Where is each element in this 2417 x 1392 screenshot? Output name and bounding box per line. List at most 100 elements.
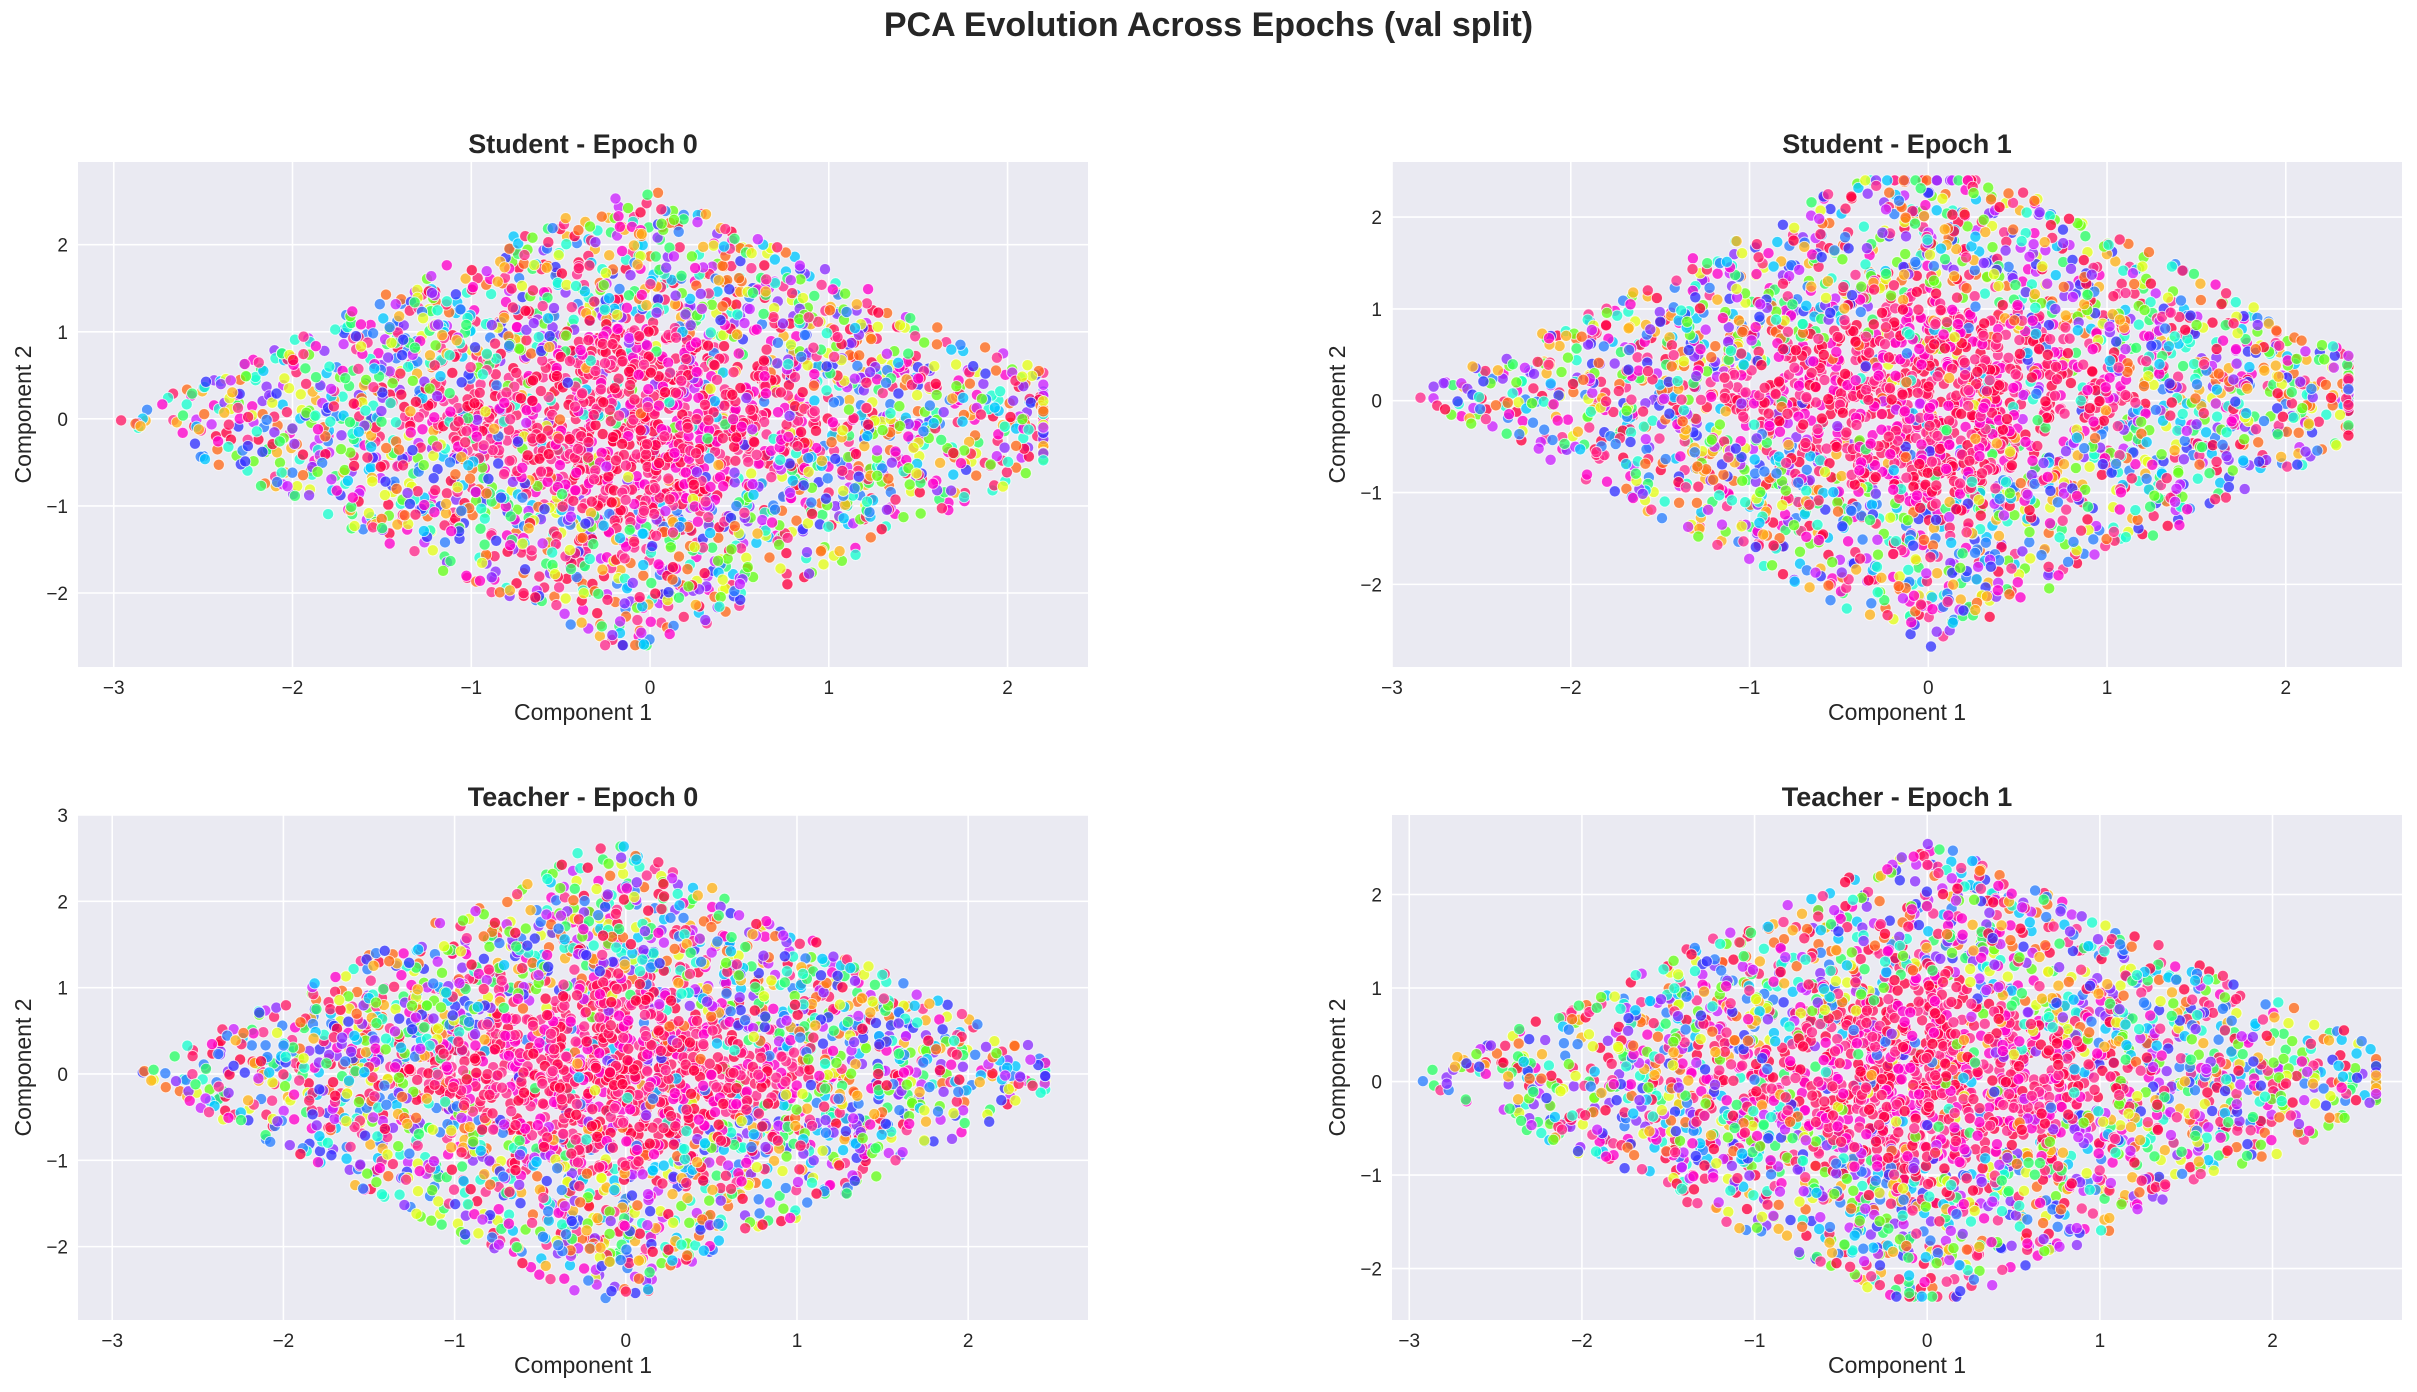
- scatter-point: [822, 520, 835, 533]
- scatter-point: [889, 445, 902, 458]
- scatter-point: [633, 330, 646, 343]
- scatter-point: [694, 287, 707, 300]
- scatter-point: [776, 317, 790, 330]
- scatter-point: [576, 387, 589, 400]
- scatter-point: [450, 334, 463, 347]
- scatter-point: [366, 475, 379, 488]
- scatter-point: [836, 464, 849, 477]
- scatter-point: [860, 401, 873, 415]
- scatter-point: [880, 503, 893, 516]
- scatter-point: [2056, 223, 2070, 236]
- scatter-point: [365, 440, 378, 453]
- scatter-point: [517, 587, 530, 600]
- scatter-point: [837, 484, 850, 497]
- scatter-point: [716, 432, 729, 445]
- scatter-point: [1800, 391, 1813, 404]
- scatter-point: [727, 413, 740, 426]
- scatter-point: [587, 408, 600, 422]
- scatter-point: [635, 227, 648, 241]
- scatter-point: [963, 377, 976, 390]
- scatter-point: [459, 272, 472, 285]
- scatter-point: [416, 423, 429, 436]
- scatter-point: [826, 283, 839, 296]
- scatter-point: [800, 546, 814, 559]
- scatter-point: [334, 443, 348, 456]
- scatter-point: [577, 587, 590, 600]
- scatter-point: [823, 304, 836, 317]
- scatter-point: [1743, 552, 1756, 565]
- scatter-point: [957, 391, 970, 404]
- scatter-point: [1884, 511, 1897, 524]
- scatter-point: [649, 587, 662, 600]
- scatter-point: [574, 343, 587, 357]
- scatter-point: [426, 544, 439, 557]
- scatter-point: [802, 451, 815, 465]
- scatter-point: [760, 343, 773, 356]
- scatter-point: [431, 304, 444, 317]
- scatter-point: [690, 413, 703, 426]
- scatter-point: [640, 438, 654, 451]
- scatter-point: [2312, 415, 2325, 428]
- scatter-point: [521, 449, 534, 462]
- scatter-point: [389, 298, 402, 311]
- scatter-point: [280, 406, 293, 419]
- scatter-point: [958, 491, 971, 504]
- scatter-point: [1857, 220, 1870, 233]
- scatter-point: [945, 484, 958, 497]
- x-tick-label: −1: [460, 678, 482, 699]
- scatter-point: [637, 504, 651, 517]
- scatter-point: [347, 397, 360, 410]
- scatter-point: [473, 574, 487, 587]
- scatter-point: [631, 258, 644, 271]
- scatter-point: [650, 306, 663, 319]
- scatter-point: [782, 430, 795, 443]
- scatter-point: [2219, 491, 2232, 504]
- scatter-point: [503, 339, 516, 352]
- scatter-point: [880, 376, 893, 389]
- scatter-point: [695, 302, 708, 315]
- scatter-point: [440, 487, 453, 500]
- scatter-point: [2020, 206, 2033, 219]
- scatter-point: [437, 564, 450, 577]
- scatter-point: [1531, 355, 1544, 368]
- scatter-point: [633, 591, 646, 604]
- scatter-point: [1749, 540, 1762, 554]
- scatter-point: [542, 312, 555, 325]
- scatter-point: [851, 359, 864, 372]
- scatter-point: [375, 404, 388, 418]
- scatter-point: [516, 461, 529, 474]
- scatter-point: [599, 267, 612, 280]
- scatter-point: [408, 341, 421, 354]
- scatter-point: [1037, 405, 1050, 418]
- scatter-point: [536, 299, 549, 313]
- scatter-point: [1500, 427, 1513, 440]
- scatter-point: [408, 296, 421, 309]
- scatter-point: [504, 539, 517, 552]
- scatter-point: [797, 479, 810, 492]
- scatter-point: [746, 478, 759, 491]
- scatter-point: [677, 610, 690, 623]
- scatter-point: [628, 535, 641, 548]
- scatter-point: [518, 248, 531, 262]
- scatter-point: [478, 538, 491, 551]
- scatter-point: [946, 392, 959, 405]
- scatter-point: [355, 340, 368, 353]
- scatter-point: [934, 456, 947, 469]
- scatter-point: [479, 405, 492, 418]
- scatter-point: [379, 288, 393, 301]
- scatter-point: [912, 372, 925, 385]
- scatter-point: [836, 424, 849, 437]
- scatter-point: [443, 349, 456, 362]
- scatter-point: [2088, 548, 2101, 561]
- scatter-point: [488, 422, 501, 435]
- scatter-point: [2315, 339, 2329, 352]
- scatter-point: [503, 584, 516, 597]
- scatter-point: [470, 430, 483, 443]
- scatter-point: [849, 447, 863, 461]
- scatter-point: [443, 456, 457, 469]
- scatter-point: [622, 289, 636, 302]
- scatter-point: [616, 639, 629, 652]
- scatter-point: [568, 400, 582, 413]
- scatter-point: [529, 591, 542, 604]
- y-tick-label: −2: [46, 584, 68, 605]
